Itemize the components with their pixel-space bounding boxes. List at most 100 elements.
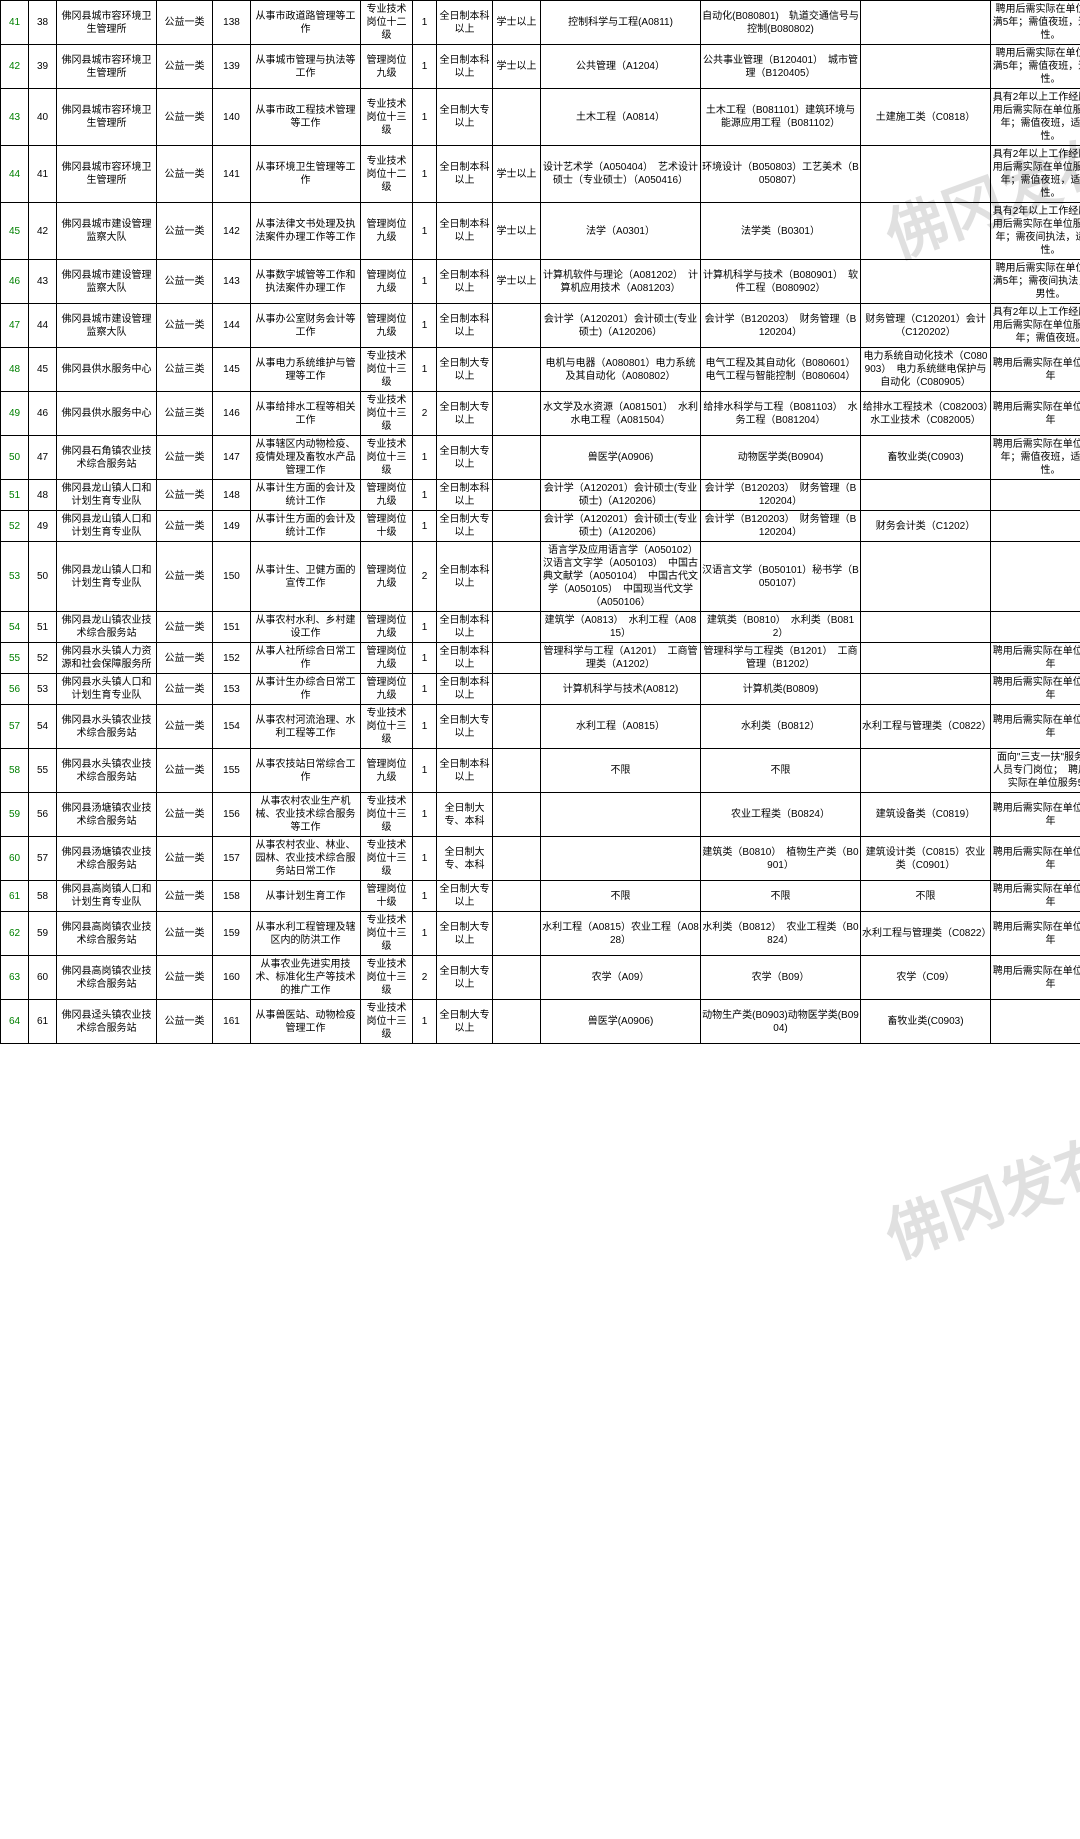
table-cell (493, 881, 541, 912)
table-cell: 全日制本科以上 (437, 612, 493, 643)
table-cell: 专业技术岗位十三级 (361, 89, 413, 146)
table-cell: 专业技术岗位十三级 (361, 956, 413, 1000)
table-cell: 农学（C09） (861, 956, 991, 1000)
table-cell: 57 (29, 837, 57, 881)
table-row: 5451佛冈县龙山镇农业技术综合服务站公益一类151从事农村水利、乡村建设工作管… (1, 612, 1080, 643)
table-cell: 从事辖区内动物检疫、疫情处理及畜牧水产品管理工作 (251, 436, 361, 480)
table-cell: 公益一类 (157, 612, 213, 643)
table-cell: 管理岗位九级 (361, 45, 413, 89)
table-cell: 1 (413, 674, 437, 705)
table-cell: 全日制大专以上 (437, 1000, 493, 1044)
table-cell: 管理岗位九级 (361, 749, 413, 793)
table-cell: 58 (1, 749, 29, 793)
table-row: 6259佛冈县高岗镇农业技术综合服务站公益一类159从事水利工程管理及辖区内的防… (1, 912, 1080, 956)
table-cell: 畜牧业类(C0903) (861, 436, 991, 480)
table-cell: 1 (413, 304, 437, 348)
table-cell: 从事市政道路管理等工作 (251, 1, 361, 45)
table-cell: 1 (413, 643, 437, 674)
table-cell: 公益一类 (157, 643, 213, 674)
table-cell: 从事计划生育工作 (251, 881, 361, 912)
table-cell: 设计艺术学（A050404） 艺术设计硕士（专业硕士）（A050416） (541, 146, 701, 203)
table-cell: 水利类（B0812） (701, 705, 861, 749)
table-cell: 动物医学类(B0904) (701, 436, 861, 480)
table-cell: 从事兽医站、动物检疫管理工作 (251, 1000, 361, 1044)
table-cell: 49 (29, 511, 57, 542)
table-cell (541, 793, 701, 837)
table-cell: 计算机软件与理论（A081202） 计算机应用技术（A081203） (541, 260, 701, 304)
table-cell: 从事计生、卫健方面的宣传工作 (251, 542, 361, 612)
table-row: 5653佛冈县水头镇人口和计划生育专业队公益一类153从事计生办综合日常工作管理… (1, 674, 1080, 705)
table-cell: 聘用后需实际在单位服务5年 (991, 912, 1080, 956)
table-cell: 聘用后需实际在单位服务满5年；需值夜班，适合男性。 (991, 1, 1080, 45)
table-cell: 佛冈县水头镇农业技术综合服务站 (57, 749, 157, 793)
table-row: 5350佛冈县龙山镇人口和计划生育专业队公益一类150从事计生、卫健方面的宣传工… (1, 542, 1080, 612)
table-cell: 不限 (701, 881, 861, 912)
table-cell (493, 89, 541, 146)
table-cell: 佛冈县供水服务中心 (57, 392, 157, 436)
table-cell: 佛冈县高岗镇人口和计划生育专业队 (57, 881, 157, 912)
table-cell: 从事办公室财务会计等工作 (251, 304, 361, 348)
table-cell: 150 (213, 542, 251, 612)
table-cell: 管理岗位九级 (361, 542, 413, 612)
table-cell: 专业技术岗位十三级 (361, 705, 413, 749)
table-row: 4744佛冈县城市建设管理监察大队公益一类144从事办公室财务会计等工作管理岗位… (1, 304, 1080, 348)
table-cell: 电机与电器（A080801）电力系统及其自动化（A080802） (541, 348, 701, 392)
table-cell (861, 146, 991, 203)
table-cell: 54 (29, 705, 57, 749)
table-cell: 59 (1, 793, 29, 837)
table-cell: 佛冈县城市容环境卫生管理所 (57, 45, 157, 89)
table-cell: 全日制大专以上 (437, 956, 493, 1000)
table-cell: 建筑类（B0810） 水利类（B0812） (701, 612, 861, 643)
table-cell: 面向"三支一扶"服务期满人员专门岗位； 聘用后需实际在单位服务5年 (991, 749, 1080, 793)
table-cell: 专业技术岗位十三级 (361, 436, 413, 480)
table-cell: 学士以上 (493, 203, 541, 260)
recruitment-table: 4138佛冈县城市容环境卫生管理所公益一类138从事市政道路管理等工作专业技术岗… (0, 0, 1080, 1044)
table-cell (861, 480, 991, 511)
table-cell: 152 (213, 643, 251, 674)
table-cell (493, 674, 541, 705)
table-cell: 全日制本科以上 (437, 1, 493, 45)
table-cell: 佛冈县水头镇人口和计划生育专业队 (57, 674, 157, 705)
table-cell (861, 1, 991, 45)
table-cell: 48 (1, 348, 29, 392)
table-cell: 1 (413, 436, 437, 480)
table-cell: 1 (413, 203, 437, 260)
table-cell (493, 436, 541, 480)
table-cell: 农学（A09） (541, 956, 701, 1000)
table-cell (861, 749, 991, 793)
table-cell: 1 (413, 480, 437, 511)
table-cell: 从事给排水工程等相关工作 (251, 392, 361, 436)
table-row: 5552佛冈县水头镇人力资源和社会保障服务所公益一类152从事人社所综合日常工作… (1, 643, 1080, 674)
table-cell: 从事电力系统维护与管理等工作 (251, 348, 361, 392)
table-cell: 给排水科学与工程（B081103） 水务工程（B081204） (701, 392, 861, 436)
table-cell: 44 (1, 146, 29, 203)
table-cell: 147 (213, 436, 251, 480)
table-cell: 计算机科学与技术（B080901） 软件工程（B080902） (701, 260, 861, 304)
table-cell: 1 (413, 146, 437, 203)
table-cell: 会计学（A120201）会计硕士(专业硕士)（A120206） (541, 304, 701, 348)
table-cell: 51 (29, 612, 57, 643)
table-cell: 水利工程（A0815）农业工程（A0828） (541, 912, 701, 956)
table-cell (493, 912, 541, 956)
table-row: 5754佛冈县水头镇农业技术综合服务站公益一类154从事农村河流治理、水利工程等… (1, 705, 1080, 749)
table-cell: 佛冈县城市容环境卫生管理所 (57, 1, 157, 45)
table-cell: 汉语言文学（B050101）秘书学（B050107） (701, 542, 861, 612)
table-cell: 会计学（B120203） 财务管理（B120204） (701, 304, 861, 348)
table-cell: 公益一类 (157, 542, 213, 612)
table-cell: 全日制本科以上 (437, 480, 493, 511)
table-cell: 不限 (541, 881, 701, 912)
table-cell: 水利工程与管理类（C0822） (861, 912, 991, 956)
table-cell: 公益一类 (157, 436, 213, 480)
table-cell: 专业技术岗位十三级 (361, 912, 413, 956)
table-row: 6158佛冈县高岗镇人口和计划生育专业队公益一类158从事计划生育工作管理岗位十… (1, 881, 1080, 912)
table-cell: 153 (213, 674, 251, 705)
table-cell: 公益一类 (157, 912, 213, 956)
table-row: 4340佛冈县城市容环境卫生管理所公益一类140从事市政工程技术管理等工作专业技… (1, 89, 1080, 146)
table-cell: 从事数字城管等工作和执法案件办理工作 (251, 260, 361, 304)
table-cell: 专业技术岗位十三级 (361, 392, 413, 436)
table-cell: 公益一类 (157, 203, 213, 260)
table-cell: 48 (29, 480, 57, 511)
table-cell: 公益一类 (157, 1, 213, 45)
table-cell: 1 (413, 89, 437, 146)
table-cell: 53 (1, 542, 29, 612)
